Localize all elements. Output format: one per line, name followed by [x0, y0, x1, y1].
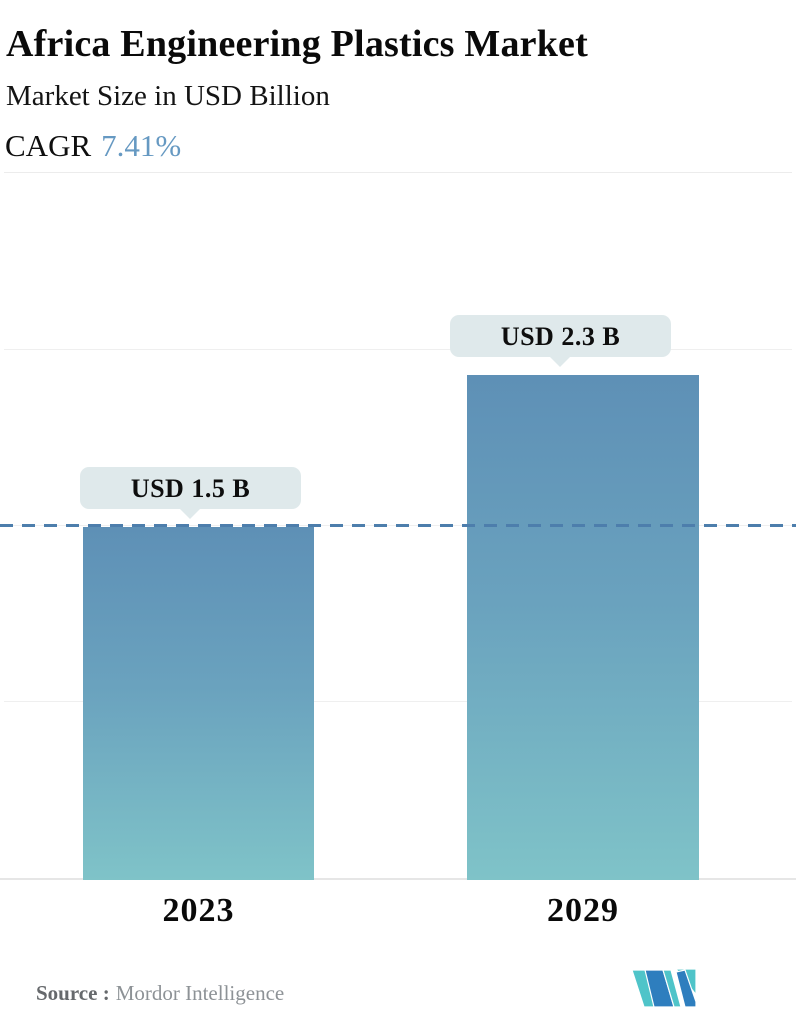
- mordor-intelligence-logo: [632, 969, 697, 1008]
- x-tick-2029: 2029: [547, 892, 619, 929]
- source-label: Source :: [36, 981, 110, 1005]
- gridline: [4, 349, 792, 350]
- bar-2023: [83, 527, 314, 880]
- dashed-reference-line: [0, 524, 796, 527]
- x-axis-baseline: [0, 878, 796, 880]
- header-divider: [4, 172, 792, 173]
- value-chip-2023: USD 1.5 B: [80, 467, 301, 519]
- cagr-label: CAGR: [5, 128, 92, 163]
- page-title: Africa Engineering Plastics Market: [6, 23, 588, 65]
- chart-subtitle: Market Size in USD Billion: [6, 80, 330, 112]
- cagr-value: 7.41%: [101, 128, 182, 163]
- gridline: [4, 701, 792, 702]
- source-attribution: Source : Mordor Intelligence: [36, 981, 284, 1006]
- bar-2029: [467, 375, 699, 880]
- source-value: Mordor Intelligence: [115, 981, 285, 1005]
- cagr-row: CAGR 7.41%: [5, 128, 181, 164]
- x-tick-2023: 2023: [162, 892, 235, 929]
- value-chip-2029: USD 2.3 B: [450, 315, 671, 367]
